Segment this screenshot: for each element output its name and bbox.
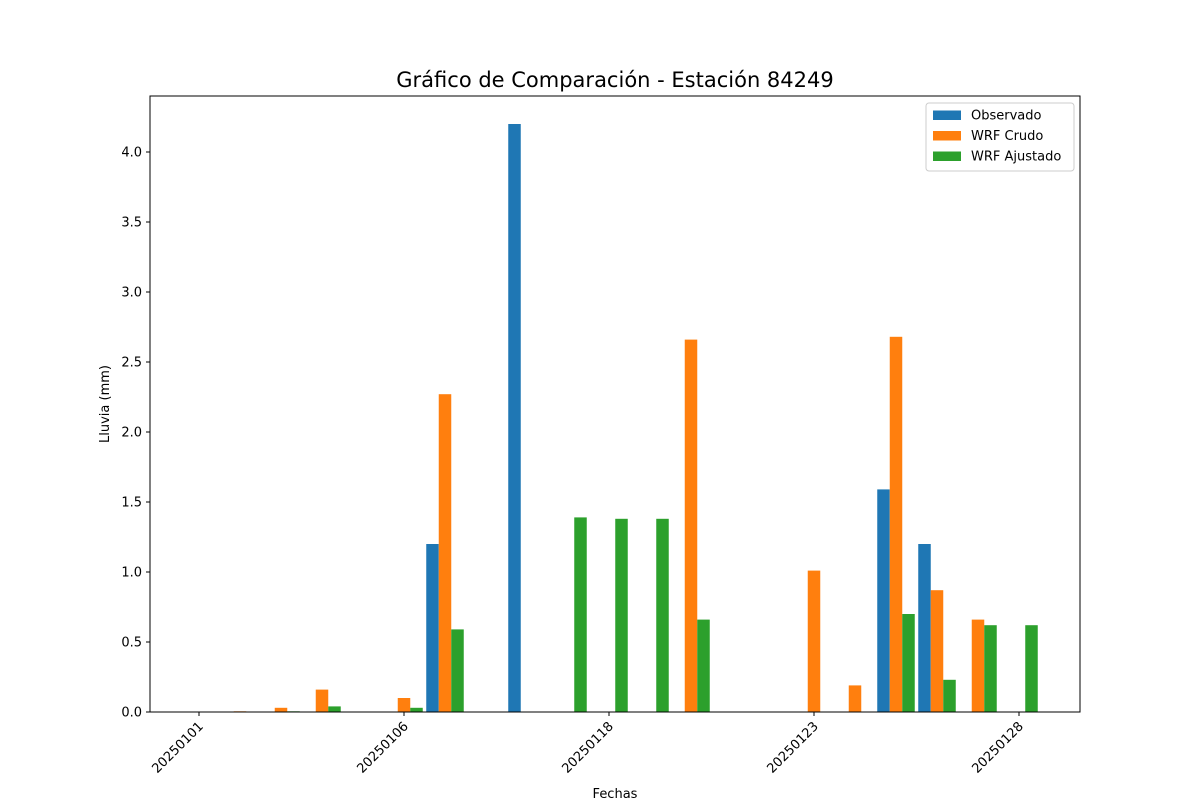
bar-wrf-ajustado-3 <box>328 706 341 712</box>
plot-frame <box>149 95 1081 713</box>
bar-wrf-ajustado-20 <box>1025 625 1038 712</box>
bar-observado-18 <box>918 544 931 712</box>
legend: Observado WRF Crudo WRF Ajustado <box>925 102 1075 172</box>
bar-wrf-crudo-18 <box>930 590 944 712</box>
bar-wrf-ajustado-10 <box>615 518 628 712</box>
y-tick-label: 3.0 <box>121 286 142 301</box>
bar-wrf-crudo-12 <box>684 339 698 712</box>
y-tick-label: 1.5 <box>121 496 142 511</box>
legend-swatch-wrf-crudo <box>933 131 961 141</box>
chart-title: Gráfico de Comparación - Estación 84249 <box>396 68 833 92</box>
bar-wrf-crudo-2 <box>274 707 288 712</box>
bar-observado-6 <box>426 544 439 712</box>
legend-swatch-observado <box>933 110 961 120</box>
legend-label-observado: Observado <box>971 109 1042 124</box>
bar-wrf-crudo-15 <box>807 570 821 712</box>
bar-layer <box>233 124 1038 712</box>
bar-wrf-ajustado-18 <box>943 679 956 712</box>
bar-wrf-ajustado-19 <box>984 625 997 712</box>
y-axis: 0.0 0.5 1.0 1.5 2.0 2.5 3.0 3.5 4.0 <box>121 146 150 721</box>
x-axis-label: Fechas <box>593 787 638 800</box>
bar-wrf-ajustado-12 <box>697 619 710 712</box>
y-axis-label: Lluvia (mm) <box>98 365 113 443</box>
legend-label-wrf-ajustado: WRF Ajustado <box>971 150 1061 165</box>
bar-wrf-crudo-5 <box>397 698 411 712</box>
bar-wrf-crudo-19 <box>971 619 985 712</box>
bar-wrf-ajustado-11 <box>656 518 669 712</box>
bar-wrf-ajustado-6 <box>451 629 464 712</box>
legend-label-wrf-crudo: WRF Crudo <box>971 129 1043 144</box>
bar-wrf-crudo-6 <box>438 394 452 712</box>
y-tick-label: 1.0 <box>121 566 142 581</box>
y-tick-label: 4.0 <box>121 146 142 161</box>
legend-swatch-wrf-ajustado <box>933 151 961 161</box>
bar-observado-8 <box>508 124 521 712</box>
bar-observado-17 <box>877 489 890 712</box>
bar-wrf-ajustado-17 <box>902 614 915 712</box>
y-tick-label: 2.5 <box>121 356 142 371</box>
y-tick-label: 0.0 <box>121 706 142 721</box>
y-tick-label: 2.0 <box>121 426 142 441</box>
y-tick-label: 3.5 <box>121 216 142 231</box>
bar-wrf-ajustado-5 <box>410 707 423 712</box>
y-tick-label: 0.5 <box>121 636 142 651</box>
bar-wrf-crudo-16 <box>848 685 862 712</box>
bar-wrf-crudo-17 <box>889 336 903 712</box>
bar-wrf-ajustado-9 <box>574 517 587 712</box>
legend-box <box>925 102 1075 172</box>
bar-wrf-crudo-3 <box>315 689 329 712</box>
